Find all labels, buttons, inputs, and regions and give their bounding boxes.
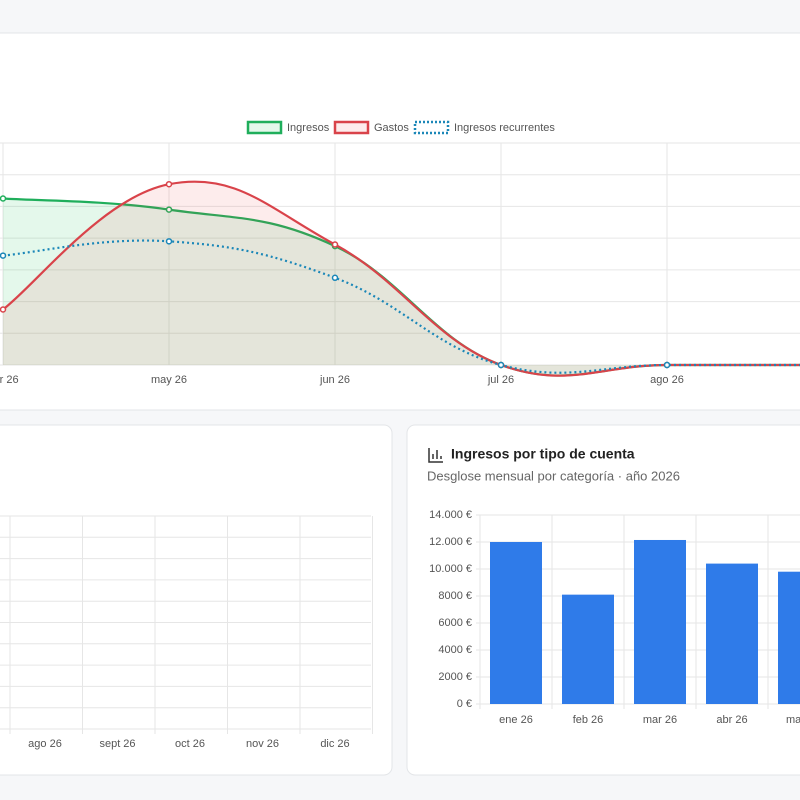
point	[0, 306, 7, 313]
card-title: Ingresos por tipo de cuenta	[451, 446, 635, 462]
legend-swatch	[333, 120, 370, 135]
point	[0, 252, 7, 259]
x-tick-label: jun 26	[319, 374, 350, 386]
x-tick-label: may 26	[786, 714, 800, 726]
legend-label: Gastos	[374, 122, 409, 134]
y-tick-label: 12.000 €	[429, 536, 472, 548]
x-tick-label: ene 26	[499, 714, 533, 726]
x-tick-label: mar 26	[643, 714, 677, 726]
bar	[634, 539, 686, 704]
legend-label: Ingresos recurrentes	[454, 122, 555, 134]
area	[3, 181, 800, 376]
bar	[778, 571, 800, 704]
legend-swatch	[246, 120, 283, 135]
legend-swatch	[413, 120, 450, 135]
bar	[706, 563, 758, 704]
card-subtitle: Desglose mensual por categoría · año 202…	[427, 468, 680, 483]
point	[165, 206, 173, 213]
line	[2, 239, 800, 374]
x-tick-label: oct 26	[175, 738, 205, 750]
x-tick-label: feb 26	[573, 714, 604, 726]
point	[331, 241, 339, 248]
point	[497, 361, 505, 369]
x-tick-label: abr 26	[0, 374, 19, 386]
y-tick-label: 10.000 €	[429, 563, 472, 575]
y-tick-label: 6000 €	[438, 617, 472, 629]
y-tick-label: 2000 €	[438, 671, 472, 683]
x-tick-label: sept 26	[99, 738, 135, 750]
bar-icon	[428, 448, 443, 463]
card	[0, 424, 393, 776]
y-tick-label: 4000 €	[438, 644, 472, 656]
y-tick-label: 14.000 €	[429, 509, 472, 521]
x-tick-label: ago 26	[28, 738, 62, 750]
legend-label: Ingresos	[287, 122, 330, 134]
x-tick-label: dic 26	[320, 738, 349, 750]
x-tick-label: abr 26	[716, 714, 747, 726]
bar	[490, 542, 542, 704]
point	[663, 361, 671, 369]
y-tick-label: 8000 €	[438, 590, 472, 602]
point	[165, 180, 173, 188]
x-tick-label: nov 26	[246, 738, 279, 750]
x-tick-label: jul 26	[487, 374, 514, 386]
bar	[562, 594, 614, 704]
point	[0, 195, 7, 202]
point	[165, 238, 173, 245]
x-tick-label: may 26	[151, 374, 187, 386]
card	[0, 32, 800, 411]
point	[331, 274, 339, 282]
y-tick-label: 0 €	[457, 698, 472, 710]
x-tick-label: ago 26	[650, 374, 684, 386]
area	[3, 198, 800, 376]
